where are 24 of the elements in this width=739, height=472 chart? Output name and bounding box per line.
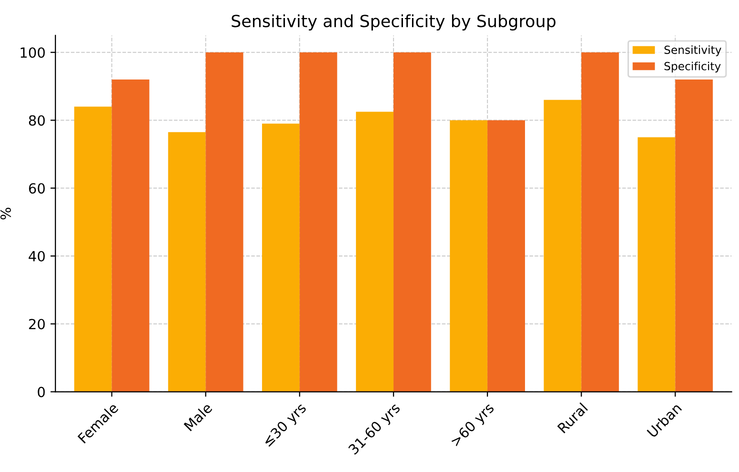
bar xyxy=(356,112,394,392)
bar xyxy=(394,52,432,392)
y-tick-label: 0 xyxy=(38,386,45,398)
bar xyxy=(300,52,338,392)
bar xyxy=(206,52,244,392)
bar xyxy=(74,106,112,392)
bar xyxy=(675,80,713,392)
bar xyxy=(544,100,582,392)
y-axis-title: % xyxy=(0,208,11,220)
bar xyxy=(638,137,676,392)
bar xyxy=(262,124,300,392)
bar xyxy=(168,132,206,392)
legend-label: Specificity xyxy=(664,62,721,72)
bar xyxy=(581,52,619,392)
y-tick-label: 100 xyxy=(20,47,45,58)
legend-label: Sensitivity xyxy=(664,45,722,56)
y-tick-label: 60 xyxy=(29,183,45,194)
chart-title: Sensitivity and Specificity by Subgroup xyxy=(232,14,556,31)
bar xyxy=(112,80,150,392)
bar xyxy=(487,120,525,392)
bar xyxy=(450,120,488,392)
y-tick-label: 80 xyxy=(28,115,45,126)
y-tick-label: 40 xyxy=(28,250,45,262)
y-tick-label: 20 xyxy=(29,318,45,330)
